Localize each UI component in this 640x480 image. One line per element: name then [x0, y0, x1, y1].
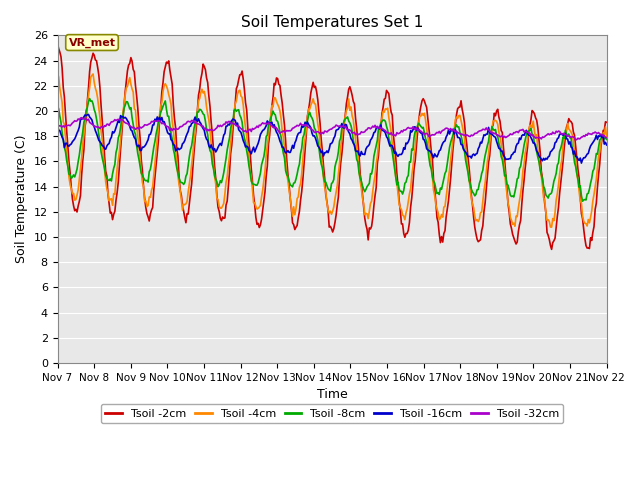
X-axis label: Time: Time — [317, 388, 348, 401]
Tsoil -16cm — [54, 122, 61, 128]
Tsoil -4cm — [457, 118, 465, 123]
Tsoil -2cm — [54, 41, 61, 47]
Legend: Tsoil -2cm, Tsoil -4cm, Tsoil -8cm, Tsoil -16cm, Tsoil -32cm: Tsoil -2cm, Tsoil -4cm, Tsoil -8cm, Tsoi… — [101, 404, 563, 423]
Tsoil -16cm — [84, 111, 92, 117]
Tsoil -8cm — [603, 136, 611, 142]
Line: Tsoil -32cm: Tsoil -32cm — [58, 118, 607, 140]
Tsoil -4cm — [554, 191, 561, 196]
Tsoil -16cm — [286, 150, 294, 156]
Tsoil -8cm — [286, 182, 294, 188]
Tsoil -2cm — [603, 120, 611, 125]
Text: VR_met: VR_met — [68, 37, 115, 48]
Tsoil -4cm — [361, 212, 369, 217]
Tsoil -8cm — [554, 162, 561, 168]
Line: Tsoil -4cm: Tsoil -4cm — [58, 73, 607, 227]
Line: Tsoil -8cm: Tsoil -8cm — [58, 98, 607, 201]
Tsoil -32cm — [78, 115, 86, 120]
Tsoil -4cm — [387, 129, 395, 135]
Tsoil -8cm — [388, 149, 396, 155]
Tsoil -4cm — [603, 134, 611, 140]
Tsoil -32cm — [554, 129, 561, 135]
Line: Tsoil -16cm: Tsoil -16cm — [58, 114, 607, 163]
Tsoil -4cm — [548, 224, 556, 230]
Tsoil -2cm — [285, 182, 293, 188]
Title: Soil Temperatures Set 1: Soil Temperatures Set 1 — [241, 15, 423, 30]
Tsoil -16cm — [226, 122, 234, 128]
Tsoil -32cm — [572, 137, 579, 143]
Tsoil -32cm — [362, 127, 370, 133]
Tsoil -16cm — [603, 142, 611, 148]
Tsoil -8cm — [579, 198, 586, 204]
Tsoil -32cm — [603, 135, 611, 141]
Tsoil -8cm — [458, 138, 466, 144]
Tsoil -16cm — [554, 136, 561, 142]
Tsoil -32cm — [226, 119, 234, 124]
Tsoil -8cm — [226, 135, 234, 141]
Tsoil -16cm — [577, 160, 585, 166]
Tsoil -2cm — [387, 109, 395, 115]
Tsoil -4cm — [54, 71, 61, 76]
Tsoil -2cm — [548, 247, 556, 252]
Tsoil -2cm — [457, 98, 465, 104]
Tsoil -32cm — [458, 132, 466, 137]
Tsoil -4cm — [225, 163, 232, 169]
Tsoil -32cm — [388, 132, 396, 138]
Tsoil -8cm — [54, 103, 61, 109]
Tsoil -32cm — [54, 120, 61, 126]
Y-axis label: Soil Temperature (C): Soil Temperature (C) — [15, 135, 28, 264]
Tsoil -2cm — [225, 184, 232, 190]
Tsoil -2cm — [554, 214, 561, 219]
Line: Tsoil -2cm: Tsoil -2cm — [58, 44, 607, 250]
Tsoil -32cm — [286, 128, 294, 134]
Tsoil -16cm — [458, 142, 466, 148]
Tsoil -16cm — [362, 146, 370, 152]
Tsoil -16cm — [388, 143, 396, 149]
Tsoil -8cm — [86, 96, 93, 101]
Tsoil -2cm — [361, 215, 369, 221]
Tsoil -4cm — [285, 188, 293, 193]
Tsoil -8cm — [362, 187, 370, 192]
